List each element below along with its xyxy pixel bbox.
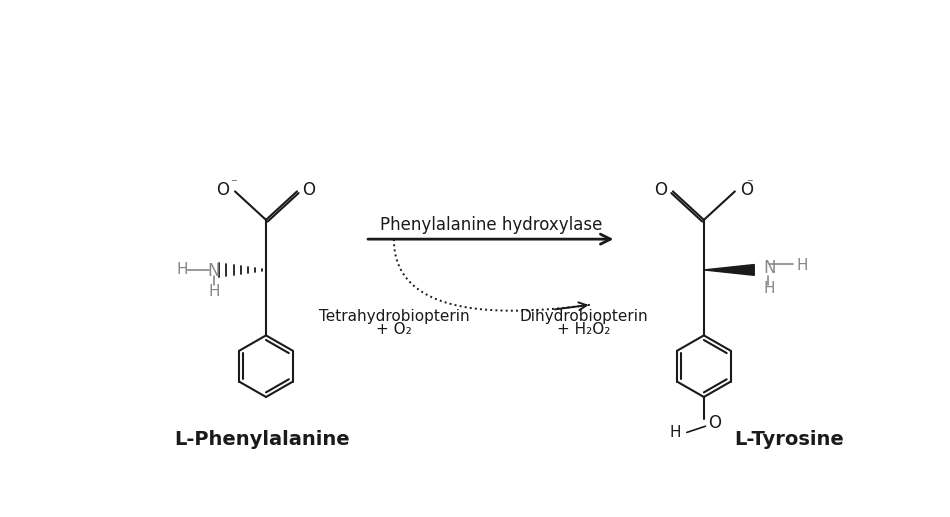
Text: O: O xyxy=(740,181,753,199)
Text: O: O xyxy=(655,181,668,199)
Text: O: O xyxy=(708,414,721,432)
Polygon shape xyxy=(704,265,754,276)
Text: ⁻: ⁻ xyxy=(747,177,753,190)
Text: L-Phenylalanine: L-Phenylalanine xyxy=(174,430,350,449)
Text: Dihydrobiopterin: Dihydrobiopterin xyxy=(520,309,648,324)
Text: H: H xyxy=(177,263,188,278)
Text: H: H xyxy=(797,258,808,273)
Text: + H₂O₂: + H₂O₂ xyxy=(557,323,611,338)
Text: H: H xyxy=(764,281,775,296)
Text: N: N xyxy=(208,263,220,281)
Text: Tetrahydrobiopterin: Tetrahydrobiopterin xyxy=(318,309,469,324)
Text: L-Tyrosine: L-Tyrosine xyxy=(734,430,844,449)
Text: N: N xyxy=(764,258,776,277)
Text: + O₂: + O₂ xyxy=(376,323,411,338)
Text: H: H xyxy=(670,425,681,440)
Text: H: H xyxy=(208,284,219,299)
Text: O: O xyxy=(217,181,230,199)
Text: Phenylalanine hydroxylase: Phenylalanine hydroxylase xyxy=(380,216,602,234)
Text: ⁻: ⁻ xyxy=(230,177,237,190)
Text: O: O xyxy=(302,181,315,199)
